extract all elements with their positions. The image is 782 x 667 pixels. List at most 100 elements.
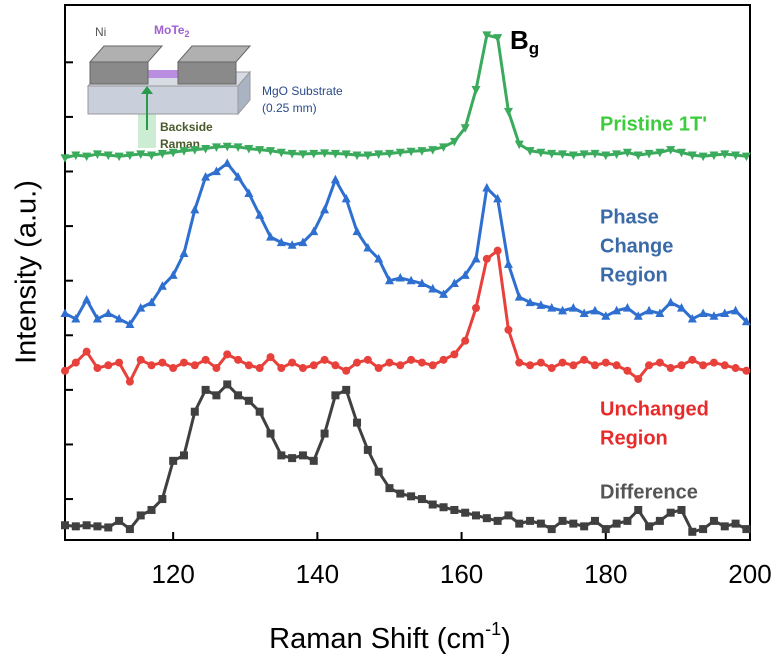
data-point bbox=[244, 144, 254, 154]
data-point bbox=[569, 519, 578, 528]
data-point bbox=[449, 278, 459, 288]
data-point bbox=[709, 311, 719, 320]
data-point bbox=[742, 525, 751, 534]
data-point bbox=[482, 182, 492, 192]
inset-label-text: MoTe bbox=[154, 23, 185, 37]
data-point bbox=[158, 495, 167, 504]
inset-label: Backside bbox=[160, 120, 213, 134]
data-point bbox=[547, 525, 556, 534]
data-point bbox=[158, 358, 167, 367]
data-point bbox=[125, 525, 134, 534]
data-point bbox=[439, 143, 449, 152]
data-point bbox=[439, 503, 448, 512]
x-tick-label: 140 bbox=[296, 559, 339, 589]
data-point bbox=[428, 283, 438, 293]
data-point bbox=[461, 508, 470, 517]
data-point bbox=[395, 148, 405, 158]
ni-right-top bbox=[176, 45, 252, 63]
data-point bbox=[709, 151, 719, 161]
data-point bbox=[276, 148, 286, 158]
data-point bbox=[60, 154, 70, 163]
data-point bbox=[277, 451, 286, 460]
data-point bbox=[741, 316, 751, 326]
data-point bbox=[536, 300, 546, 309]
data-point bbox=[288, 454, 297, 463]
data-point bbox=[374, 150, 384, 159]
ni-left bbox=[89, 61, 149, 85]
data-point bbox=[655, 308, 665, 318]
data-point bbox=[601, 311, 611, 320]
series-line bbox=[64, 161, 748, 326]
data-point bbox=[71, 358, 80, 367]
data-point bbox=[331, 361, 340, 370]
substrate-front bbox=[87, 85, 239, 115]
data-point bbox=[612, 150, 622, 159]
x-axis-label-after: ) bbox=[501, 623, 511, 655]
data-point bbox=[136, 355, 145, 364]
data-point bbox=[276, 237, 286, 247]
data-point bbox=[320, 355, 329, 364]
data-point bbox=[590, 516, 599, 525]
data-point bbox=[147, 297, 157, 307]
data-point bbox=[503, 107, 513, 117]
x-tick-label: 200 bbox=[728, 559, 771, 589]
data-point bbox=[688, 527, 697, 536]
data-point bbox=[363, 242, 373, 252]
data-point bbox=[104, 361, 113, 370]
data-point bbox=[82, 294, 92, 304]
inset-label-sub: 2 bbox=[184, 29, 189, 39]
data-point bbox=[698, 152, 708, 162]
data-point bbox=[92, 150, 102, 159]
ni-right bbox=[177, 61, 237, 85]
data-point bbox=[287, 149, 297, 159]
data-point bbox=[742, 366, 751, 375]
data-point bbox=[190, 407, 199, 416]
data-point bbox=[547, 303, 557, 312]
data-point bbox=[157, 281, 167, 290]
data-point bbox=[169, 364, 178, 373]
data-point bbox=[212, 364, 221, 373]
x-axis-label-text: Raman Shift (cm bbox=[269, 623, 485, 655]
data-point bbox=[677, 361, 686, 370]
data-point bbox=[623, 366, 632, 375]
peak-label-text: B bbox=[510, 25, 529, 55]
data-point bbox=[515, 358, 524, 367]
data-point bbox=[514, 140, 524, 150]
data-point bbox=[568, 151, 578, 161]
data-point bbox=[147, 505, 156, 514]
data-point bbox=[211, 166, 221, 176]
data-point bbox=[558, 358, 567, 367]
data-point bbox=[71, 151, 81, 161]
data-point bbox=[558, 305, 568, 315]
data-point bbox=[428, 361, 437, 370]
series-line bbox=[64, 33, 747, 160]
data-point bbox=[61, 366, 69, 375]
data-point bbox=[644, 305, 654, 315]
data-point bbox=[115, 358, 124, 367]
annotation: Difference bbox=[600, 481, 698, 503]
inset-label: Ni bbox=[95, 25, 106, 39]
data-point bbox=[677, 505, 686, 514]
data-point bbox=[234, 391, 243, 400]
data-point bbox=[720, 522, 729, 531]
data-point bbox=[471, 253, 481, 263]
data-point bbox=[666, 364, 675, 373]
data-point bbox=[645, 522, 654, 531]
data-point bbox=[525, 147, 535, 156]
data-point bbox=[612, 519, 621, 528]
data-point bbox=[644, 149, 654, 159]
data-point bbox=[677, 303, 686, 312]
data-point bbox=[471, 86, 481, 95]
data-point bbox=[731, 151, 741, 161]
data-point bbox=[395, 273, 405, 282]
data-point bbox=[223, 380, 232, 389]
data-point bbox=[407, 492, 416, 501]
data-point bbox=[406, 275, 416, 285]
inset-diagram: Ni MoTe2 MgO Substrate (0.25 mm) Backsid… bbox=[86, 23, 343, 151]
data-point bbox=[428, 500, 437, 509]
data-point bbox=[688, 355, 697, 364]
x-tick-label: 120 bbox=[151, 559, 194, 589]
annotation: Phase bbox=[600, 206, 659, 228]
data-point bbox=[579, 150, 589, 159]
data-point bbox=[93, 364, 102, 373]
